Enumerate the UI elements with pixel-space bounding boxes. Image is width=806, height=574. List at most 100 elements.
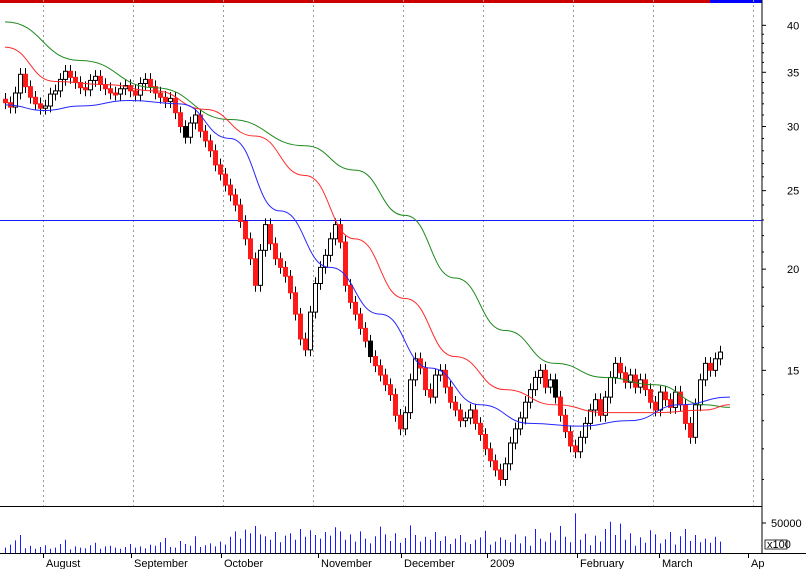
price-tick-label: 35: [787, 67, 799, 79]
candle-body: [153, 86, 158, 94]
month-label: Ap: [751, 558, 764, 569]
month-label: August: [46, 558, 80, 569]
candle-body: [573, 445, 578, 453]
volume-axis: 50000 x100: [762, 518, 802, 551]
candle-body: [493, 460, 498, 471]
candle-body: [28, 86, 33, 98]
candle-body: [293, 292, 298, 315]
candle-body: [408, 379, 413, 414]
candle-body: [718, 351, 723, 360]
candle-body: [98, 75, 103, 86]
candle-body: [323, 254, 328, 268]
candle-body: [613, 362, 618, 378]
candle-body: [423, 367, 428, 391]
month-label: October: [224, 558, 263, 569]
candle-body: [18, 73, 23, 94]
candle-body: [243, 221, 248, 240]
candle-body: [208, 140, 213, 152]
month-label: March: [662, 558, 693, 569]
candle-body: [33, 96, 38, 105]
candle-body: [113, 92, 118, 96]
candle-body: [188, 122, 193, 138]
candle-body: [53, 90, 58, 95]
candle-body: [158, 92, 163, 98]
price-tick-label: 25: [787, 186, 799, 198]
candle-body: [218, 164, 223, 175]
ma-long-line: [4, 21, 731, 408]
candle-body: [683, 404, 688, 424]
candle-body: [108, 88, 113, 94]
candle-body: [103, 84, 108, 90]
candle-body: [173, 97, 178, 114]
candle-body: [278, 258, 283, 268]
top-band-blue: [710, 0, 762, 3]
candle-body: [58, 78, 63, 92]
price-tick-label: 20: [787, 264, 799, 276]
candle-body: [268, 224, 273, 245]
candle-body: [688, 422, 693, 438]
candle-body: [63, 70, 68, 80]
candle-body: [578, 436, 583, 453]
candle-body: [448, 386, 453, 403]
candle-body: [258, 249, 263, 286]
candles: [3, 65, 723, 486]
candle-body: [398, 414, 403, 430]
candle-body: [73, 76, 78, 83]
candle-body: [583, 422, 588, 438]
candle-body: [163, 96, 168, 103]
candle-body: [313, 283, 318, 313]
candle-body: [403, 412, 408, 430]
ma-short-line: [4, 100, 731, 427]
candle-body: [343, 241, 348, 286]
price-tick-label: 40: [787, 20, 799, 32]
candle-body: [358, 313, 363, 329]
candle-body: [93, 75, 98, 81]
candle-body: [348, 284, 353, 303]
price-tick-label: 15: [787, 365, 799, 377]
ma-mid-line: [4, 46, 731, 414]
candle-body: [288, 275, 293, 294]
candle-body: [428, 389, 433, 398]
candle-body: [563, 414, 568, 433]
candle-body: [263, 224, 268, 251]
volume-bars: [5, 513, 721, 553]
candle-body: [698, 379, 703, 406]
candle-body: [13, 92, 18, 108]
price-tick-label: 30: [787, 122, 799, 134]
candle-body: [518, 417, 523, 430]
candle-body: [363, 327, 368, 342]
candle-body: [478, 422, 483, 435]
candle-body: [668, 399, 673, 408]
candle-body: [673, 391, 678, 408]
candle-body: [178, 112, 183, 128]
candle-body: [603, 396, 608, 416]
candle-body: [568, 431, 573, 447]
candle-body: [703, 362, 708, 381]
candle-body: [618, 362, 623, 374]
candle-body: [238, 204, 243, 223]
candle-body: [533, 376, 538, 391]
candle-body: [88, 79, 93, 91]
candle-body: [318, 266, 323, 285]
month-label: December: [404, 558, 455, 569]
candle-body: [38, 103, 43, 109]
candle-body: [253, 258, 258, 286]
candle-body: [543, 369, 548, 388]
candle-body: [233, 194, 238, 206]
price-axis: 15 20 25 30 35 40: [762, 20, 799, 480]
candle-body: [23, 73, 28, 88]
candle-body: [193, 114, 198, 124]
candle-body: [368, 340, 373, 358]
candle-body: [213, 150, 218, 166]
candle-body: [333, 224, 338, 240]
candle-body: [393, 394, 398, 416]
candle-body: [168, 97, 173, 103]
candle-body: [308, 311, 313, 351]
candle-body: [298, 313, 303, 340]
candle-body: [598, 399, 603, 416]
candle-body: [713, 358, 718, 371]
candle-body: [693, 404, 698, 438]
candle-body: [83, 87, 88, 91]
